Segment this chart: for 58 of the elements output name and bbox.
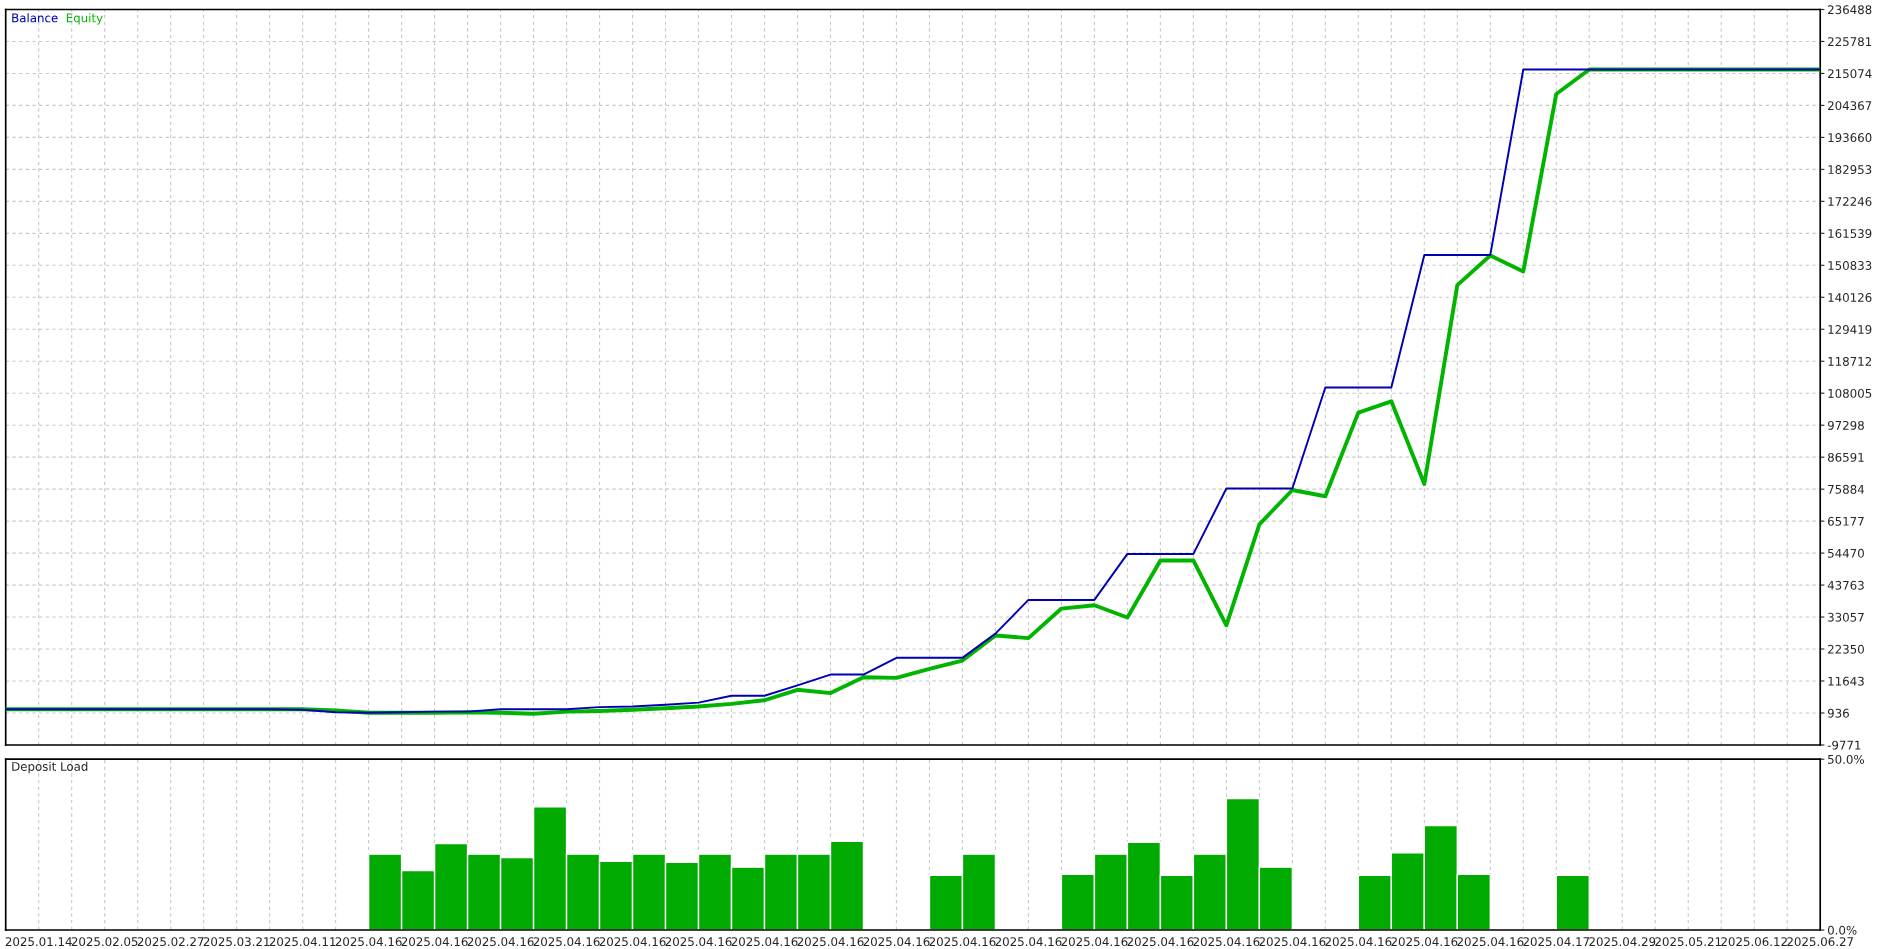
y-tick-label: 97298: [1827, 420, 1864, 430]
y-tick-label: 193660: [1828, 133, 1872, 143]
x-tick-label: 2025.06.12: [1721, 937, 1787, 947]
y-tick-label: 22350: [1828, 644, 1864, 654]
x-tick-label: 2025.04.16: [467, 937, 534, 947]
x-tick-label: 2025.05.21: [1655, 937, 1721, 947]
y-tick-label: 33057: [1828, 612, 1864, 622]
x-tick-label: 2025.04.16: [929, 937, 996, 947]
y-tick-label: 161539: [1828, 229, 1872, 238]
x-tick-label: 2025.04.16: [863, 937, 930, 947]
y-tick-label: 129419: [1828, 324, 1872, 334]
y-tick-label: 150833: [1828, 261, 1872, 270]
y-tick-label: 118712: [1828, 356, 1872, 366]
x-tick-label: 2025.04.16: [797, 937, 864, 947]
x-tick-label: 2025.02.05: [71, 937, 138, 947]
x-tick-label: 2025.04.16: [1061, 937, 1128, 947]
y-tick-label: 54470: [1828, 548, 1864, 558]
x-tick-label: 2025.04.16: [995, 937, 1062, 947]
x-tick-label: 2025.04.16: [1325, 937, 1392, 947]
x-tick-label: 2025.04.16: [1127, 937, 1194, 947]
x-tick-label: 2025.04.16: [599, 937, 666, 947]
x-tick-label: 2025.04.16: [1259, 937, 1326, 947]
x-tick-label: 2025.04.29: [1589, 937, 1656, 947]
chart-title: Deposit Load: [12, 761, 88, 774]
y-tick-label: 86591: [1827, 452, 1864, 462]
y-tick-label: 140126: [1828, 293, 1872, 302]
y-tick-label: 75884: [1828, 484, 1865, 494]
y-tick-label: 50.0%: [1828, 754, 1865, 764]
x-tick-label: 2025.03.21: [203, 937, 270, 947]
bar: [1555, 874, 1590, 931]
x-tick-label: 2025.04.16: [1391, 937, 1458, 947]
y-tick-label: 108005: [1828, 388, 1872, 398]
text: Equity: [66, 13, 103, 25]
y-tick-label: 204367: [1828, 101, 1872, 111]
x-tick-label: 2025.04.11: [269, 937, 336, 947]
x-tick-label: 2025.04.16: [533, 937, 600, 947]
x-tick-label: 2025.04.16: [335, 937, 402, 947]
y-tick-label: 936: [1827, 708, 1849, 718]
x-tick-label: 2025.01.14: [5, 937, 72, 947]
x-tick-label: 2025.06.27: [1787, 937, 1853, 947]
y-tick-label: 236488: [1828, 5, 1872, 15]
y-tick-label: 43763: [1827, 580, 1864, 590]
y-tick-label: -9771: [1827, 740, 1861, 750]
y-tick-label: 0.0%: [1827, 925, 1857, 935]
x-tick-label: 2025.04.16: [1457, 937, 1524, 947]
x-tick-label: 2025.02.27: [137, 937, 204, 947]
x-tick-label: 2025.04.16: [665, 937, 732, 947]
y-tick-label: 172246: [1828, 197, 1872, 207]
x-tick-label: 2025.04.16: [731, 937, 798, 947]
y-tick-label: 11643: [1828, 676, 1864, 686]
x-tick-label: 2025.04.16: [401, 937, 468, 947]
y-tick-label: 215074: [1828, 69, 1872, 79]
x-tick-label: 2025.04.17: [1523, 937, 1590, 947]
y-tick-label: 65177: [1827, 516, 1864, 526]
text: Balance: [12, 13, 58, 23]
y-tick-label: 182953: [1828, 165, 1872, 175]
y-tick-label: 225781: [1828, 37, 1872, 47]
x-tick-label: 2025.04.16: [1193, 937, 1260, 947]
